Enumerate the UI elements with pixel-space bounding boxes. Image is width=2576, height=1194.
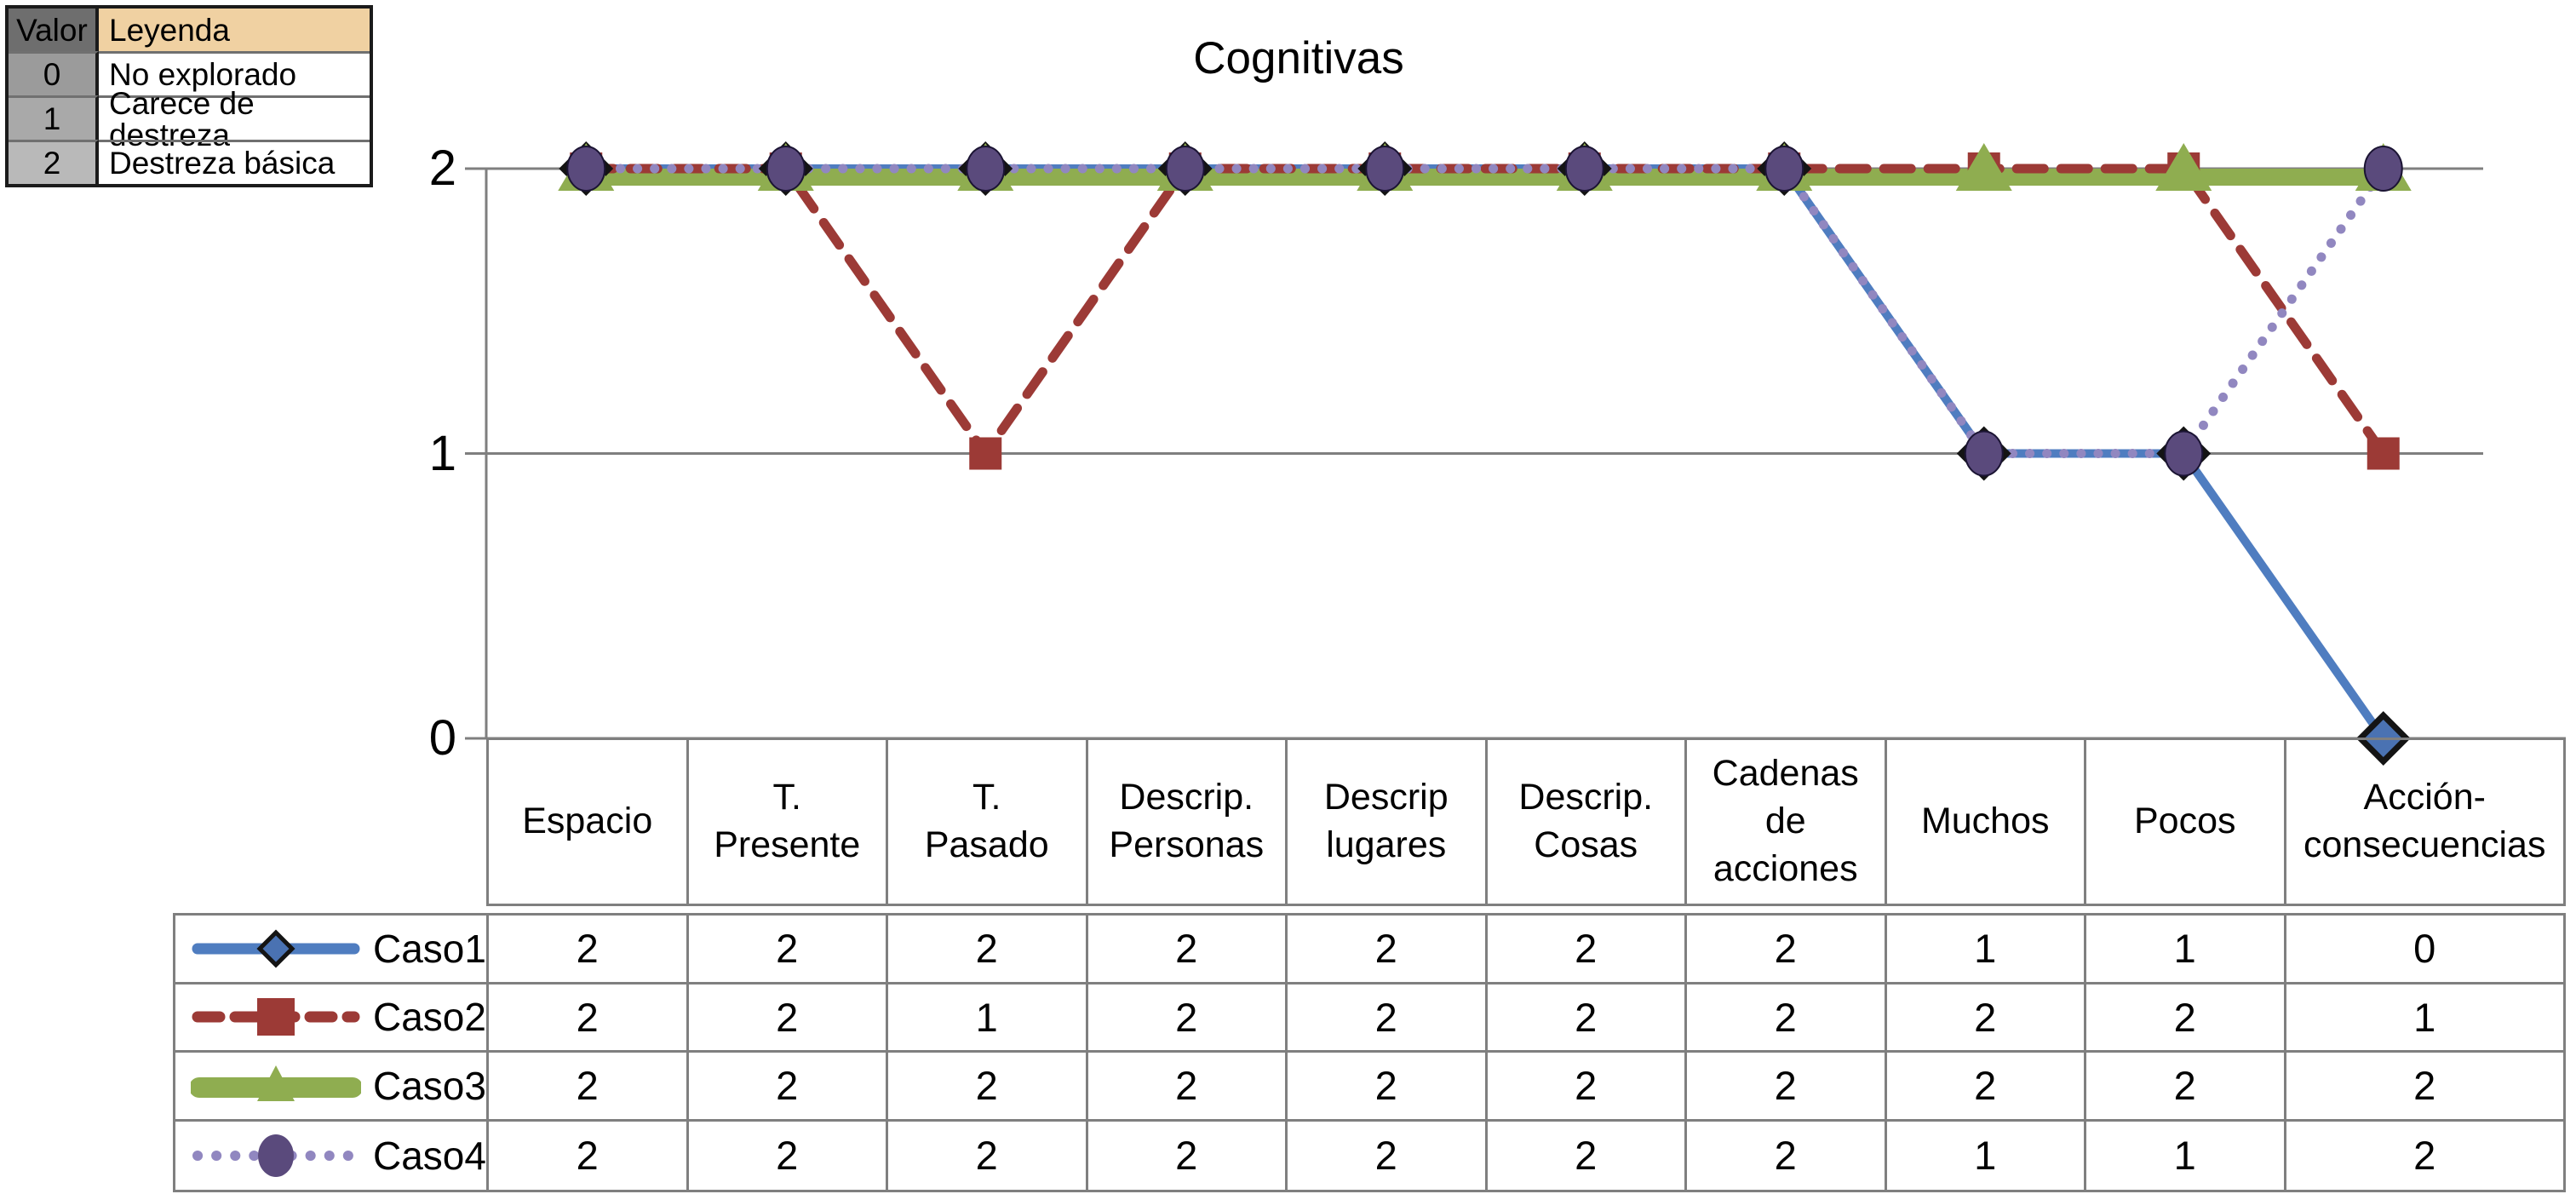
y-tick-label-1: 1 xyxy=(428,425,456,481)
category-cell-3: Descrip. Personas xyxy=(1088,740,1288,904)
legend-value-0: 0 xyxy=(9,51,99,95)
value-cell-caso1-0: 2 xyxy=(489,916,689,984)
category-cell-2: T. Pasado xyxy=(888,740,1088,904)
value-cell-caso4-5: 2 xyxy=(1488,1121,1687,1190)
value-cell-caso3-3: 2 xyxy=(1087,1053,1288,1122)
category-cell-4: Descrip lugares xyxy=(1288,740,1488,904)
category-cell-8: Pocos xyxy=(2086,740,2286,904)
value-cell-caso3-5: 2 xyxy=(1487,1053,1687,1122)
value-cell-caso3-1: 2 xyxy=(688,1053,888,1122)
value-cell-caso1-7: 1 xyxy=(1886,916,2086,984)
circle-marker-caso4-4 xyxy=(1365,146,1405,192)
series-key-sample-caso2 xyxy=(192,998,360,1036)
value-cell-caso3-7: 2 xyxy=(1886,1053,2086,1122)
value-cell-caso2-7: 2 xyxy=(1886,984,2086,1053)
category-cell-0: Espacio xyxy=(489,740,689,904)
value-cell-caso3-6: 2 xyxy=(1687,1053,1887,1122)
category-cell-1: T. Presente xyxy=(689,740,888,904)
value-cell-caso1-2: 2 xyxy=(888,916,1088,984)
value-cell-caso4-1: 2 xyxy=(689,1121,888,1190)
legend-desc-2: Destreza básica xyxy=(99,140,370,184)
value-cell-caso2-8: 2 xyxy=(2086,984,2286,1053)
series-key-sample-caso4 xyxy=(192,1134,359,1177)
circle-marker-caso4-1 xyxy=(766,146,806,192)
series-key-caso4: Caso4 xyxy=(175,1121,489,1190)
series-key-label: Caso4 xyxy=(373,1133,486,1178)
legend-header-valor: Valor xyxy=(9,9,99,51)
value-cell-caso2-1: 2 xyxy=(688,984,888,1053)
circle-marker-caso4-2 xyxy=(966,146,1006,192)
y-tick-label-2: 2 xyxy=(428,141,456,196)
value-cell-caso2-5: 2 xyxy=(1487,984,1687,1053)
value-cell-caso4-7: 1 xyxy=(1887,1121,2086,1190)
circle-marker-caso4-5 xyxy=(1564,146,1604,192)
value-cell-caso4-8: 1 xyxy=(2086,1121,2286,1190)
chart-title: Cognitivas xyxy=(1193,33,1404,83)
circle-marker-caso4-9 xyxy=(2363,146,2403,192)
value-cell-caso3-9: 2 xyxy=(2286,1053,2563,1122)
series-line-caso2 xyxy=(581,164,2389,458)
legend-value-2: 2 xyxy=(9,140,99,184)
value-cell-caso3-4: 2 xyxy=(1288,1053,1488,1122)
value-cell-caso4-2: 2 xyxy=(888,1121,1088,1190)
series-line-caso4 xyxy=(581,164,2389,458)
value-cell-caso2-0: 2 xyxy=(489,984,689,1053)
y-tick-label-0: 0 xyxy=(428,710,456,766)
category-header-row: Espacio T. Presente T. Pasado Descrip. Pers… xyxy=(486,738,2566,906)
value-cell-caso1-3: 2 xyxy=(1087,916,1288,984)
category-cell-9: Acción- consecuencias xyxy=(2303,777,2546,865)
value-legend-table: Valor Leyenda 0 No explorado 1 Carece de… xyxy=(5,5,373,187)
series-key-caso2: Caso2 xyxy=(175,984,489,1053)
category-cell-7: Muchos xyxy=(1887,740,2086,904)
value-cell-caso4-3: 2 xyxy=(1088,1121,1288,1190)
circle-marker-caso4-3 xyxy=(1165,146,1205,192)
series-key-sample-caso3 xyxy=(191,1065,361,1101)
series-data-table: Caso1 2 2 2 2 2 2 2 1 1 0 Caso2 2 2 1 2 2 2 2 2 2 1 Caso3 2 2 2… xyxy=(173,913,2566,1192)
category-cell-6: Cadenas de acciones xyxy=(1687,740,1887,904)
value-cell-caso4-9: 2 xyxy=(2413,1133,2436,1179)
value-cell-caso3-0: 2 xyxy=(489,1053,689,1122)
triangle-marker-caso3-7 xyxy=(1955,143,2012,191)
series-key-sample-caso1 xyxy=(192,929,360,968)
value-cell-caso1-9: 0 xyxy=(2286,916,2563,984)
triangle-marker-caso3-8 xyxy=(2155,143,2212,191)
value-cell-caso2-6: 2 xyxy=(1687,984,1887,1053)
category-cell-5: Descrip. Cosas xyxy=(1488,740,1687,904)
value-cell-caso1-8: 1 xyxy=(2086,916,2286,984)
value-cell-caso1-1: 2 xyxy=(688,916,888,984)
legend-value-1: 1 xyxy=(9,95,99,140)
value-cell-caso3-2: 2 xyxy=(888,1053,1088,1122)
series-key-label: Caso3 xyxy=(373,1063,486,1108)
square-marker-caso2-2 xyxy=(969,437,1002,470)
circle-marker-caso4-8 xyxy=(2164,430,2204,477)
series-key-label: Caso1 xyxy=(373,926,486,971)
square-marker-caso2-9 xyxy=(2367,437,2400,470)
circle-marker-caso4-0 xyxy=(566,146,606,192)
value-cell-caso1-5: 2 xyxy=(1487,916,1687,984)
value-cell-caso2-2: 1 xyxy=(888,984,1088,1053)
value-cell-caso2-4: 2 xyxy=(1288,984,1488,1053)
value-cell-caso1-6: 2 xyxy=(1687,916,1887,984)
circle-marker-caso4-7 xyxy=(1964,430,2004,477)
value-cell-caso4-0: 2 xyxy=(489,1121,689,1190)
circle-marker-caso4-6 xyxy=(1764,146,1804,192)
series-key-label: Caso2 xyxy=(373,995,486,1040)
series-key-caso1: Caso1 xyxy=(175,916,489,984)
series-key-caso3: Caso3 xyxy=(175,1053,489,1122)
legend-header-leyenda: Leyenda xyxy=(99,9,370,51)
value-cell-caso2-3: 2 xyxy=(1087,984,1288,1053)
value-cell-caso4-4: 2 xyxy=(1288,1121,1488,1190)
legend-desc-0: No explorado xyxy=(99,51,370,95)
value-cell-caso2-9: 1 xyxy=(2286,984,2563,1053)
value-cell-caso4-6: 2 xyxy=(1687,1121,1887,1190)
value-cell-caso1-4: 2 xyxy=(1288,916,1488,984)
value-cell-caso3-8: 2 xyxy=(2086,1053,2286,1122)
